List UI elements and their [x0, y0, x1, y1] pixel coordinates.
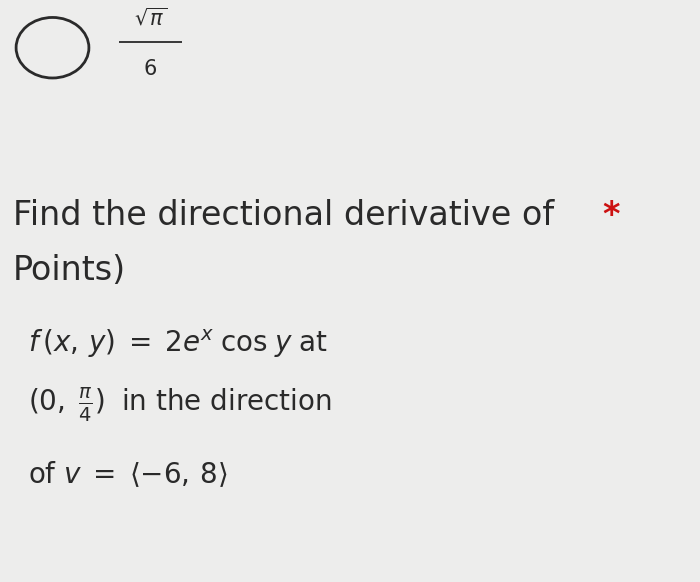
Text: Points): Points): [13, 254, 126, 287]
Text: 6: 6: [144, 59, 158, 79]
Text: $(0,\;\frac{\pi}{4})\;$ in the direction: $(0,\;\frac{\pi}{4})\;$ in the direction: [28, 385, 332, 424]
Text: *: *: [602, 199, 620, 232]
Text: of $v\;=\;\langle{-6},\,8\rangle$: of $v\;=\;\langle{-6},\,8\rangle$: [28, 459, 228, 489]
Text: $f\,(x,\,y)\; =\; 2e^{x}\; \mathrm{cos}\; y\; \mathrm{at}$: $f\,(x,\,y)\; =\; 2e^{x}\; \mathrm{cos}\…: [28, 327, 328, 360]
Text: $\sqrt{\pi}$: $\sqrt{\pi}$: [134, 7, 167, 29]
Text: Find the directional derivative of: Find the directional derivative of: [13, 199, 564, 232]
